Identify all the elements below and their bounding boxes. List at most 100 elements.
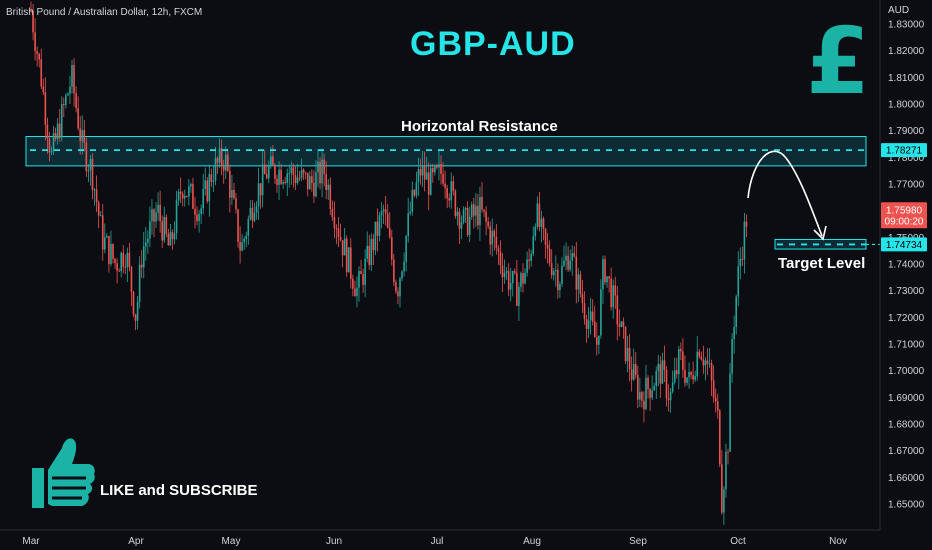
candle-body (684, 369, 686, 383)
candle-body (257, 183, 260, 207)
candle-body (255, 206, 258, 213)
overlays-layer (30, 149, 880, 246)
candle-body (360, 271, 362, 274)
currency-label: AUD (888, 5, 909, 16)
candle-body (112, 244, 114, 259)
candle-body (571, 253, 573, 261)
candle-body (302, 169, 305, 173)
candle-body (345, 238, 348, 273)
candle-body (581, 294, 584, 304)
candle-body (331, 208, 334, 218)
candle-body (700, 356, 703, 360)
candle-body (108, 236, 110, 265)
candle-body (309, 176, 311, 190)
target-label: Target Level (778, 255, 865, 272)
candle-body (608, 276, 610, 279)
y-tick-label: 1.66000 (888, 473, 925, 484)
candle-body (661, 360, 664, 384)
current-price-badge (881, 202, 927, 229)
candle-body (58, 123, 61, 138)
x-tick-label: Jun (326, 536, 342, 547)
candle-body (298, 177, 301, 179)
candle-body (276, 178, 278, 185)
candle-body (183, 196, 186, 199)
chart-title: GBP-AUD (410, 25, 576, 63)
candle-body (708, 363, 711, 365)
candle-body (362, 273, 364, 285)
candle-body (725, 451, 727, 490)
candle-body (649, 389, 651, 398)
candle-body (235, 198, 237, 210)
y-tick-label: 1.69000 (888, 393, 925, 404)
candle-body (405, 236, 407, 262)
candle-body (280, 169, 282, 184)
candle-body (598, 335, 600, 345)
candle-body (194, 208, 196, 215)
x-tick-label: Apr (128, 536, 144, 547)
candle-body (460, 221, 463, 229)
candle-body (138, 264, 141, 302)
candle-body (120, 252, 122, 272)
candle-body (247, 219, 250, 236)
candle-body (69, 86, 71, 94)
zones-layer (25, 136, 867, 250)
candle-body (403, 261, 405, 272)
candle-body (81, 130, 84, 141)
candle-body (52, 133, 55, 152)
candle-body (569, 260, 571, 270)
candle-body (733, 326, 735, 339)
x-tick-label: Mar (22, 536, 40, 547)
candle-body (169, 232, 172, 246)
candle-body (145, 242, 147, 247)
candle-body (337, 228, 340, 238)
candle-body (356, 287, 358, 297)
candle-body (196, 214, 198, 221)
candle-body (142, 246, 145, 268)
candle-body (425, 172, 428, 180)
candle-body (552, 271, 555, 276)
candle-body (224, 154, 227, 171)
candle-body (155, 212, 157, 222)
candle-body (641, 392, 643, 401)
candle-body (364, 258, 366, 285)
candle-body (208, 174, 211, 202)
candle-body (99, 215, 102, 217)
candle-body (561, 265, 563, 284)
candle-body (655, 370, 658, 386)
candle-body (706, 360, 709, 364)
like-subscribe-text: LIKE and SUBSCRIBE (100, 482, 258, 499)
candle-body (530, 253, 532, 261)
candle-body (489, 226, 491, 245)
resistance-price-badge (881, 143, 927, 158)
candle-body (567, 255, 569, 270)
candle-body (626, 347, 629, 362)
candle-body (550, 263, 553, 276)
candle-body (536, 203, 539, 227)
candle-body (380, 211, 383, 216)
candle-body (245, 235, 248, 239)
candle-body (118, 270, 120, 272)
candle-body (67, 93, 69, 96)
candle-body (274, 164, 276, 179)
candle-body (374, 221, 377, 251)
candle-body (341, 240, 344, 256)
candle-body (91, 159, 94, 190)
candle-body (278, 169, 280, 185)
candle-body (376, 221, 379, 236)
y-tick-label: 1.67000 (888, 446, 925, 457)
candle-body (401, 271, 403, 279)
candle-body (343, 238, 346, 256)
time-axis[interactable]: Mar Apr May Jun Jul Aug Sep Oct Nov (22, 536, 847, 547)
candle-body (470, 204, 473, 218)
candle-body (30, 10, 32, 12)
candle-body (132, 291, 135, 315)
candle-body (665, 369, 668, 399)
candle-body (727, 451, 729, 453)
candle-body (741, 258, 744, 260)
candle-body (60, 103, 63, 138)
x-tick-label: Jul (431, 536, 444, 547)
candle-body (325, 173, 327, 190)
target-price-badge (881, 237, 927, 252)
